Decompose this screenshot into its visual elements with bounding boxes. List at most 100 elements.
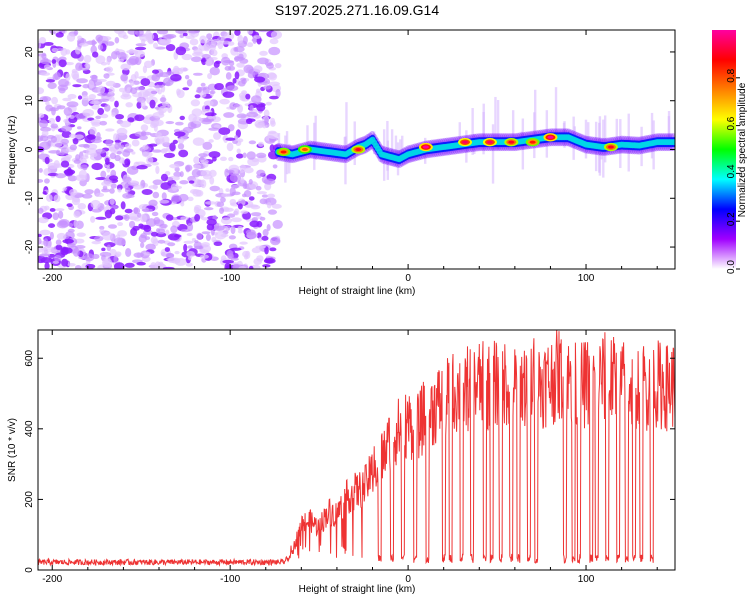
noise-speck <box>76 78 88 83</box>
noise-speck <box>96 149 106 154</box>
noise-speck <box>216 201 224 207</box>
noise-speck <box>254 76 265 82</box>
noise-speck <box>249 140 256 144</box>
noise-speck <box>97 93 108 97</box>
noise-speck <box>249 196 255 200</box>
noise-speck <box>101 62 107 66</box>
noise-speck <box>51 124 58 129</box>
noise-speck <box>266 63 274 69</box>
noise-speck <box>253 65 262 72</box>
noise-speck <box>209 186 220 192</box>
noise-speck <box>56 239 62 245</box>
noise-speck <box>67 94 76 99</box>
noise-speck <box>155 166 159 174</box>
noise-speck <box>231 258 239 261</box>
noise-speck <box>178 137 184 143</box>
spectral-peak <box>530 141 536 144</box>
noise-speck <box>219 207 224 214</box>
noise-speck <box>166 81 171 85</box>
noise-speck <box>101 181 112 186</box>
noise-speck <box>62 239 74 244</box>
colorbar-label: Normalized spectral amplitude <box>737 82 748 217</box>
noise-speck <box>84 189 93 194</box>
noise-speck <box>134 114 144 121</box>
noise-speck <box>241 200 245 203</box>
noise-speck <box>178 67 188 71</box>
noise-speck <box>256 186 262 191</box>
noise-speck <box>52 59 56 64</box>
spectrogram-y-axis-label: Frequency (Hz) <box>7 116 18 185</box>
noise-speck <box>213 132 221 140</box>
noise-speck <box>55 208 64 211</box>
noise-speck <box>141 39 145 45</box>
noise-speck <box>90 119 101 125</box>
noise-speck <box>40 257 52 263</box>
noise-speck <box>149 100 155 109</box>
spectral-peak <box>608 146 614 149</box>
noise-speck <box>207 73 212 79</box>
noise-speck <box>253 35 261 39</box>
noise-speck <box>38 217 49 223</box>
noise-speck <box>258 142 264 147</box>
noise-speck <box>249 179 253 185</box>
noise-speck <box>92 51 98 57</box>
noise-speck <box>97 86 105 94</box>
noise-speck <box>242 251 249 257</box>
noise-speck <box>166 121 175 124</box>
noise-speck <box>148 185 158 189</box>
noise-speck <box>41 53 46 60</box>
noise-speck <box>114 142 120 149</box>
noise-speck <box>200 254 209 258</box>
spectral-peak <box>487 141 493 144</box>
noise-speck <box>109 87 115 94</box>
noise-speck <box>90 200 100 209</box>
noise-speck <box>100 252 112 257</box>
noise-speck <box>39 254 50 257</box>
noise-speck <box>162 136 170 143</box>
noise-speck <box>253 258 262 265</box>
noise-speck <box>251 212 261 216</box>
noise-speck <box>95 193 104 197</box>
noise-speck <box>272 220 282 229</box>
noise-speck <box>207 116 213 119</box>
noise-speck <box>128 56 139 65</box>
noise-speck <box>268 47 280 55</box>
noise-speck <box>185 35 194 39</box>
noise-speck <box>60 247 68 256</box>
noise-speck <box>264 117 268 124</box>
y-tick-label: -10 <box>24 191 35 206</box>
noise-speck <box>206 234 211 241</box>
noise-speck <box>73 211 80 218</box>
noise-speck <box>47 135 55 139</box>
noise-speck <box>165 247 170 252</box>
noise-speck <box>131 151 135 154</box>
noise-speck <box>73 138 79 144</box>
noise-speck <box>246 112 258 118</box>
noise-speck <box>99 121 107 126</box>
noise-speck <box>81 95 89 100</box>
noise-speck <box>82 109 94 117</box>
noise-speck <box>65 49 70 54</box>
noise-speck <box>272 204 282 209</box>
noise-speck <box>56 116 61 123</box>
noise-speck <box>48 82 57 89</box>
noise-speck <box>72 69 78 74</box>
noise-speck <box>227 213 235 217</box>
noise-speck <box>98 44 103 50</box>
noise-speck <box>105 128 114 131</box>
noise-speck <box>133 49 138 54</box>
noise-speck <box>120 74 128 81</box>
noise-speck <box>75 154 80 161</box>
noise-speck <box>222 260 234 264</box>
noise-speck <box>180 116 185 120</box>
noise-speck <box>102 232 113 241</box>
noise-speck <box>269 96 279 100</box>
noise-speck <box>244 167 254 173</box>
noise-speck <box>133 185 143 190</box>
noise-speck <box>53 74 59 81</box>
noise-speck <box>174 131 186 136</box>
noise-speck <box>101 248 105 252</box>
noise-speck <box>201 170 212 177</box>
noise-speck <box>247 204 259 207</box>
noise-speck <box>44 64 51 69</box>
